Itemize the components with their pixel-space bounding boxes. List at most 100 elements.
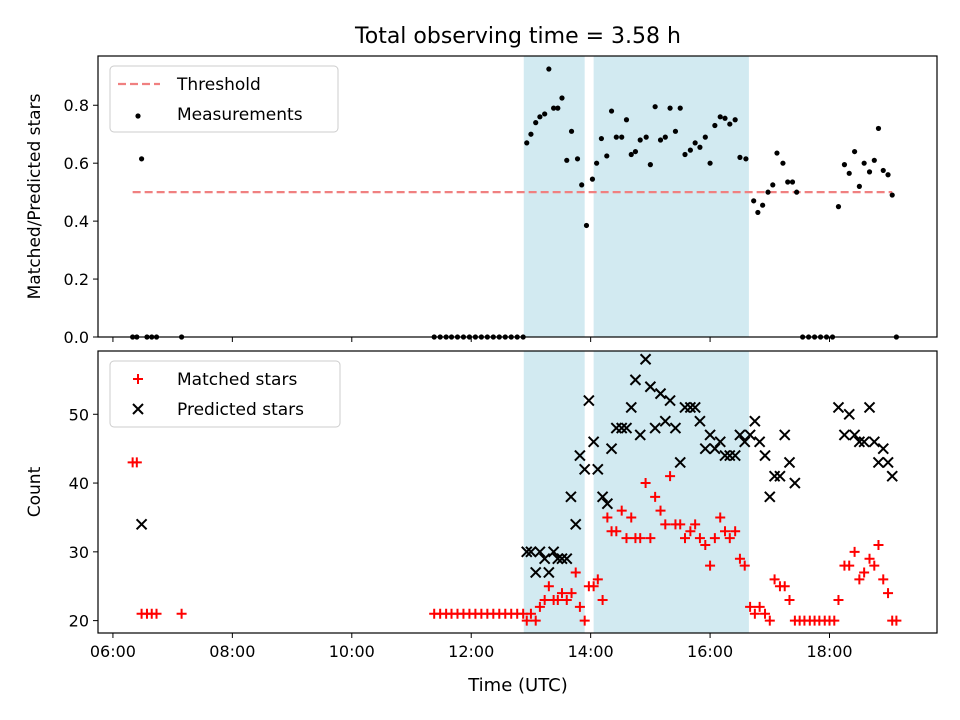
y-tick-label: 50 (69, 405, 89, 424)
predicted-star-point (749, 415, 761, 427)
legend-label: Matched stars (177, 370, 297, 390)
predicted-star-point (565, 491, 577, 503)
predicted-star-point (547, 546, 560, 558)
measurement-point (551, 105, 557, 111)
x-tick-label: 14:00 (568, 642, 614, 661)
measurement-point (662, 134, 668, 140)
matched-star-point (715, 512, 726, 523)
predicted-star-point (530, 566, 542, 579)
matched-star-point (650, 491, 661, 502)
matched-star-point (859, 567, 870, 578)
predicted-star-point (592, 463, 604, 476)
measurement-point (657, 137, 664, 143)
measurement-point (760, 202, 766, 208)
y-tick-label: 20 (69, 612, 89, 631)
predicted-star-point (768, 470, 781, 482)
predicted-star-point (587, 436, 600, 448)
measurement-point (732, 117, 738, 123)
measurement-point (533, 120, 539, 126)
measurement-point (712, 122, 718, 129)
matched-star-point (760, 608, 771, 619)
predicted-star-point (694, 415, 706, 427)
predicted-star-point (620, 422, 633, 434)
matched-star-point (616, 505, 627, 516)
measurement-point (875, 125, 882, 132)
x-tick-label: 16:00 (687, 642, 733, 661)
predicted-star-point (570, 518, 582, 531)
predicted-star-point (538, 553, 551, 565)
measurement-point (774, 150, 780, 156)
matched-star-point (784, 594, 795, 605)
measurement-point (727, 121, 733, 127)
measurement-point (780, 160, 786, 166)
matched-star-point (739, 560, 750, 571)
measurement-point (564, 157, 570, 163)
predicted-star-point (596, 491, 609, 503)
measurement-point (632, 148, 639, 155)
predicted-star-point (543, 566, 555, 579)
measurement-point (583, 222, 590, 229)
measurement-point (785, 179, 791, 185)
y-tick-label: 0.6 (64, 154, 89, 173)
y-axis-label: Count (25, 466, 45, 517)
y-tick-label: 0.2 (64, 270, 89, 289)
measurement-point (677, 105, 683, 111)
predicted-star-point (521, 546, 533, 558)
measurement-point (751, 198, 757, 204)
predicted-star-point (601, 497, 614, 510)
measurement-point (637, 137, 643, 143)
matched-star-point (176, 608, 187, 619)
y-tick-label: 0.0 (64, 328, 89, 347)
measurement-point (574, 156, 581, 162)
measurement-point (687, 147, 693, 153)
measurement-point (692, 140, 698, 146)
matched-star-point (779, 581, 790, 592)
matched-star-point (844, 560, 855, 571)
measurement-point (589, 176, 596, 182)
measurement-point (737, 154, 743, 160)
matched-star-point (579, 615, 590, 626)
matched-star-point (621, 533, 632, 544)
matched-star-point (745, 601, 756, 612)
predicted-star-point (561, 553, 573, 565)
legend-box (109, 360, 341, 428)
measurement-point (871, 157, 877, 163)
x-axis-label: Time (UTC) (467, 675, 568, 696)
predicted-star-point (872, 456, 885, 469)
axes-frame (97, 55, 938, 338)
matched-star-point (769, 574, 780, 585)
predicted-star-point (789, 477, 801, 489)
matched-star-point (878, 574, 889, 585)
measurement-point (794, 189, 800, 195)
measurement-point (722, 115, 728, 121)
measurement-point (743, 156, 749, 162)
measurement-point (559, 95, 565, 101)
matched-star-point (705, 560, 716, 571)
predicted-star-point (753, 436, 766, 448)
measurement-point (770, 182, 776, 188)
matched-star-point (730, 526, 741, 537)
x-tick-label: 18:00 (806, 642, 852, 661)
predicted-star-point (625, 401, 637, 414)
matched-star-point (869, 560, 880, 571)
predicted-star-point (689, 401, 701, 414)
predicted-star-point (699, 442, 712, 455)
predicted-star-point (783, 456, 796, 469)
matched-star-point (131, 457, 142, 468)
measurement-point (537, 114, 543, 120)
predicted-star-point (863, 401, 876, 414)
measurement-point (628, 151, 634, 158)
matched-star-point (694, 533, 705, 544)
legend: Matched stars Predicted stars (109, 360, 341, 428)
predicted-star-point (832, 401, 845, 414)
measurement-point (579, 182, 585, 188)
observing-window-1 (593, 351, 749, 633)
matched-star-point (611, 526, 622, 537)
ratio-panel: 0.0 0.2 0.4 0.6 0.8 Matched/Predicted stars Th… (25, 55, 938, 347)
predicted-star-point (135, 518, 148, 531)
matched-star-point (883, 588, 894, 599)
matched-star-point (829, 615, 840, 626)
matched-star-point (690, 519, 701, 530)
matched-star-point (574, 601, 585, 612)
